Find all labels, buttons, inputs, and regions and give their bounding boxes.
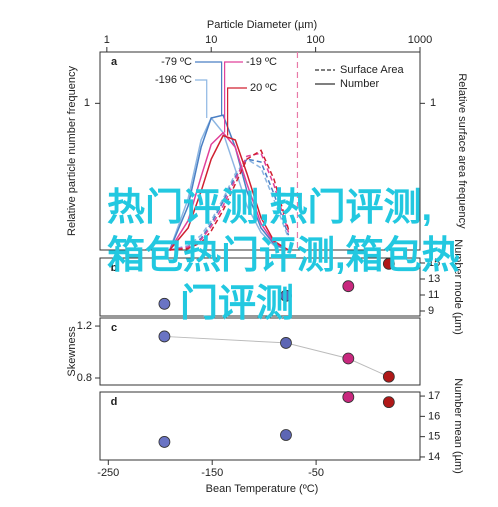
x-tick-label: -250 [97,467,119,479]
x-tick-label: 10 [205,34,217,46]
panel-letter: c [111,322,117,334]
legend-label: Surface Area [340,64,404,76]
x-axis-title: Particle Diameter (µm) [207,19,317,31]
watermark: 门评测 [180,283,294,325]
y-axis-title: Number mode (µm) [452,239,464,335]
y-tick-label: 11 [428,289,439,301]
series-label: -196 ºC [155,74,192,86]
y-tick-label: 1 [84,97,90,109]
data-point [342,280,355,293]
data-point [342,352,355,365]
panel-letter: a [111,56,118,68]
series-label: -19 ºC [246,56,277,68]
data-point [158,330,171,343]
data-point [382,257,395,270]
number-line [168,116,289,251]
x-tick-label: -150 [201,467,223,479]
y2-axis-title: Relative surface area frequency [456,73,468,229]
surface-area-line [169,149,290,251]
data-point [280,429,292,441]
y2-tick-label: 1 [430,97,436,109]
number-line [169,114,289,251]
surface-area-line [169,152,290,251]
panel-frame [99,51,421,251]
x-tick-label: -50 [308,467,324,479]
watermark: 箱包热门评测,箱包热 [107,235,460,277]
y-tick-label: 17 [428,390,440,402]
number-line [169,134,289,251]
y-tick-label: 15 [428,257,440,269]
data-point [342,391,355,403]
y-axis-title: Relative particle number frequency [66,66,78,236]
label-connector [227,87,247,136]
y-tick-label: 13 [428,273,440,285]
y-tick-label: 0.8 [77,372,92,384]
watermark: 热门评测,热门评测, [107,187,432,229]
label-connector [195,61,223,116]
x-axis-title: Bean Temperature (ºC) [206,483,319,495]
number-line [169,131,289,251]
data-point [158,436,171,448]
series-label: -79 ºC [161,56,192,68]
y-axis-title: Number mean (µm) [452,378,464,474]
data-point [382,396,395,409]
label-connector [195,79,208,118]
trend-line [164,335,390,378]
surface-area-line [169,158,290,251]
label-connector [224,61,243,133]
y-tick-label: 1.2 [77,320,92,332]
y-tick-label: 14 [428,451,440,463]
data-point [280,337,292,349]
x-tick-label: 1 [104,34,110,46]
panel-letter: d [111,396,118,408]
y-tick-label: 9 [428,305,434,317]
y-axis-title: Skewness [66,326,78,377]
data-point [158,297,171,310]
panel-frame [99,391,421,461]
panel-frame [99,317,421,386]
series-label: 20 ºC [250,82,277,94]
x-tick-label: 100 [306,34,324,46]
y-tick-label: 16 [428,410,440,422]
legend-label: Number [340,78,379,90]
x-tick-label: 1000 [408,34,432,46]
panel-frame [99,257,421,317]
data-point [280,289,292,302]
panel-letter: b [111,262,118,274]
y-tick-label: 15 [428,431,440,443]
data-point [382,370,395,383]
